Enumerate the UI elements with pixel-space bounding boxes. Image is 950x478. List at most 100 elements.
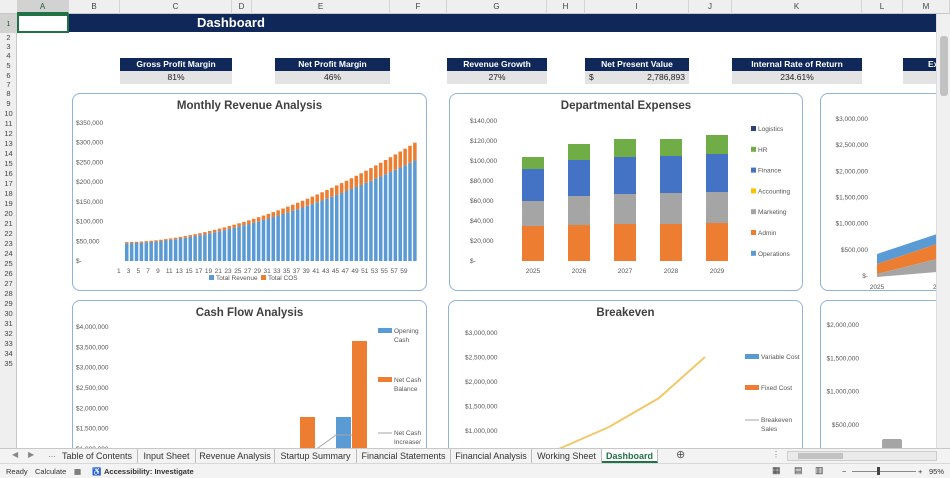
- row-header-11[interactable]: 11: [4, 119, 13, 128]
- column-header-l[interactable]: L: [862, 0, 903, 14]
- row-header-31[interactable]: 31: [4, 319, 13, 328]
- row-header-9[interactable]: 9: [6, 99, 11, 108]
- chart-monthly-revenue[interactable]: Monthly Revenue Analysis $350,000 $300,00…: [72, 93, 427, 291]
- chart-cash-flow[interactable]: Cash Flow Analysis $4,000,000 $3,500,000 $…: [72, 300, 427, 470]
- sheet-tab-revenue-analysis[interactable]: Revenue Analysis: [196, 449, 275, 463]
- sheet-tab-working-sheet[interactable]: Working Sheet: [532, 449, 602, 463]
- sheet-tab-input-sheet[interactable]: Input Sheet: [138, 449, 196, 463]
- row-header-16[interactable]: 16: [4, 169, 13, 178]
- row-header-2[interactable]: 2: [6, 33, 11, 42]
- row-header-5[interactable]: 5: [6, 61, 11, 70]
- row-header-27[interactable]: 27: [4, 279, 13, 288]
- revenue-bar: [383, 174, 388, 261]
- column-header-j[interactable]: J: [689, 0, 732, 14]
- zoom-out-icon[interactable]: −: [842, 467, 847, 476]
- status-accessibility[interactable]: Accessibility: Investigate: [104, 467, 194, 476]
- sheet-tab-financial-statements[interactable]: Financial Statements: [357, 449, 451, 463]
- row-header-10[interactable]: 10: [4, 109, 13, 118]
- macro-record-icon[interactable]: ▦: [74, 467, 82, 476]
- legend-swatch: [261, 275, 266, 280]
- sheet-tab-financial-analysis[interactable]: Financial Analysis: [451, 449, 532, 463]
- zoom-in-icon[interactable]: +: [918, 467, 923, 476]
- row-header-25[interactable]: 25: [4, 259, 13, 268]
- row-header-29[interactable]: 29: [4, 299, 13, 308]
- x-tick-label: 31: [264, 268, 272, 275]
- row-header-12[interactable]: 12: [4, 129, 13, 138]
- chart-partial-bar[interactable]: $2,000,000 $1,500,000 $1,000,000 $500,000: [820, 300, 950, 470]
- revenue-bar: [330, 196, 334, 261]
- normal-view-icon[interactable]: ▦: [772, 465, 781, 475]
- column-header-d[interactable]: D: [232, 0, 252, 14]
- scroll-thumb[interactable]: [940, 36, 948, 96]
- chart-partial-area[interactable]: $3,000,000 $2,500,000 $2,000,000 $1,500,000…: [820, 93, 950, 291]
- row-header-35[interactable]: 35: [4, 359, 13, 368]
- prev-sheet-icon[interactable]: ◀: [12, 450, 19, 459]
- row-header-19[interactable]: 19: [4, 199, 13, 208]
- column-header-f[interactable]: F: [390, 0, 447, 14]
- row-header-4[interactable]: 4: [6, 51, 11, 60]
- kpi-value: 27%: [447, 71, 547, 84]
- accessibility-icon[interactable]: ♿: [92, 467, 102, 476]
- row-header-21[interactable]: 21: [4, 219, 13, 228]
- x-tick-label: 43: [322, 268, 330, 275]
- row-header-22[interactable]: 22: [4, 229, 13, 238]
- column-header-e[interactable]: E: [252, 0, 390, 14]
- row-header-26[interactable]: 26: [4, 269, 13, 278]
- row-header-7[interactable]: 7: [6, 80, 11, 89]
- chart-svg: $350,000 $300,000 $250,000 $200,000 $150,000…: [76, 120, 417, 282]
- row-header-33[interactable]: 33: [4, 339, 13, 348]
- row-header-3[interactable]: 3: [6, 42, 11, 51]
- column-header-g[interactable]: G: [447, 0, 547, 14]
- cos-bar: [168, 238, 173, 240]
- row-header-17[interactable]: 17: [4, 179, 13, 188]
- row-header-18[interactable]: 18: [4, 189, 13, 198]
- sheet-tab-table-of-contents[interactable]: Table of Contents: [57, 449, 138, 463]
- chart-title: Monthly Revenue Analysis: [176, 100, 323, 112]
- next-sheet-icon[interactable]: ▶: [28, 450, 35, 459]
- row-header-32[interactable]: 32: [4, 329, 13, 338]
- revenue-bar: [320, 200, 324, 261]
- kpi-value: 2,786,893: [647, 72, 685, 82]
- revenue-bar: [359, 184, 363, 261]
- row-header-14[interactable]: 14: [4, 149, 13, 158]
- row-header-8[interactable]: 8: [6, 89, 11, 98]
- hscroll-thumb[interactable]: [798, 453, 843, 459]
- row-header-20[interactable]: 20: [4, 209, 13, 218]
- column-header-m[interactable]: M: [903, 0, 950, 14]
- expense-bar-admin: [614, 224, 636, 261]
- status-calculate[interactable]: Calculate: [35, 467, 67, 476]
- row-header-24[interactable]: 24: [4, 249, 13, 258]
- column-header-i[interactable]: I: [585, 0, 689, 14]
- row-header-28[interactable]: 28: [4, 289, 13, 298]
- zoom-slider[interactable]: [852, 471, 916, 472]
- zoom-level[interactable]: 95%: [929, 467, 945, 476]
- vertical-scrollbar[interactable]: [936, 14, 950, 448]
- column-header-c[interactable]: C: [120, 0, 232, 14]
- zoom-slider-thumb[interactable]: [877, 467, 880, 475]
- more-sheets-icon[interactable]: …: [48, 450, 56, 459]
- column-header-h[interactable]: H: [547, 0, 585, 14]
- row-header-6[interactable]: 6: [6, 71, 11, 80]
- sheet-tab-startup-summary[interactable]: Startup Summary: [275, 449, 357, 463]
- row-header-1[interactable]: 1: [0, 14, 17, 33]
- row-header-15[interactable]: 15: [4, 159, 13, 168]
- sheet-tab-dashboard[interactable]: Dashboard: [602, 449, 658, 463]
- column-header-b[interactable]: B: [69, 0, 120, 14]
- page-break-icon[interactable]: ▥: [815, 465, 824, 475]
- row-header-13[interactable]: 13: [4, 139, 13, 148]
- horizontal-scrollbar[interactable]: [787, 451, 937, 461]
- add-sheet-icon[interactable]: ⊕: [676, 449, 686, 461]
- chart-departmental-expenses[interactable]: Departmental Expenses $140,000 $120,000 $1…: [449, 93, 803, 291]
- x-tick-label: 35: [283, 268, 291, 275]
- row-header-30[interactable]: 30: [4, 309, 13, 318]
- row-header-34[interactable]: 34: [4, 349, 13, 358]
- tab-split-icon[interactable]: ⋮: [772, 450, 780, 459]
- column-header-k[interactable]: K: [732, 0, 862, 14]
- revenue-bar: [149, 242, 153, 261]
- chart-breakeven[interactable]: Breakeven $3,000,000 $2,500,000 $2,000,000…: [448, 300, 803, 470]
- row-header-23[interactable]: 23: [4, 239, 13, 248]
- selected-cell-a1[interactable]: [17, 14, 69, 33]
- page-layout-icon[interactable]: ▤: [794, 465, 803, 475]
- y-tick-label: $350,000: [76, 120, 103, 127]
- column-header-a[interactable]: A: [17, 0, 69, 14]
